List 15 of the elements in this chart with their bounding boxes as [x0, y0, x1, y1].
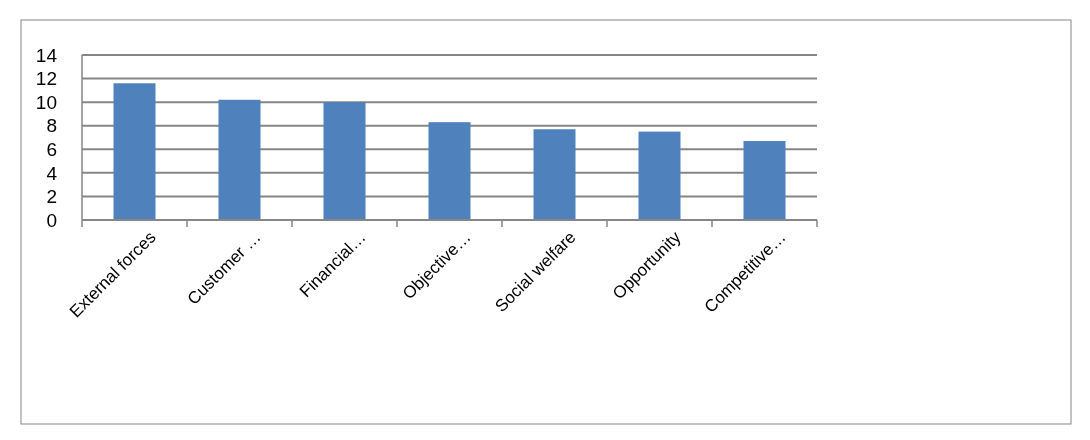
y-tick-label: 14 [35, 44, 58, 66]
y-tick-label: 6 [46, 138, 57, 160]
bar [323, 102, 366, 220]
y-tick-label: 2 [46, 186, 57, 208]
bar [218, 99, 261, 220]
bar [428, 122, 471, 220]
y-tick-label: 8 [46, 115, 57, 137]
y-tick-label: 0 [46, 209, 57, 231]
bar [743, 141, 786, 220]
y-tick-label: 4 [46, 162, 58, 184]
bar [533, 129, 576, 220]
bar [113, 83, 156, 220]
bar [638, 131, 681, 220]
y-tick-label: 10 [35, 91, 57, 113]
y-tick-label: 12 [35, 68, 57, 90]
